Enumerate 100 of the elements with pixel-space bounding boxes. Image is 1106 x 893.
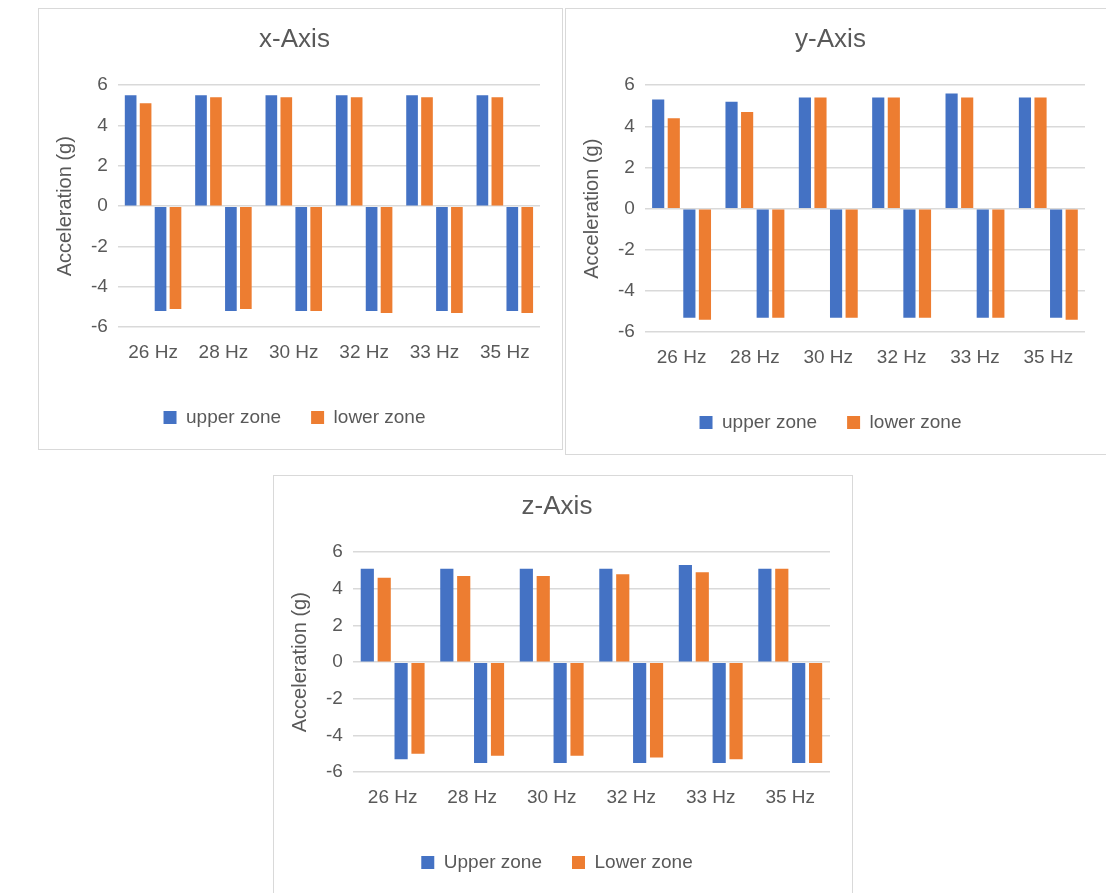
bar bbox=[649, 662, 664, 758]
bar bbox=[536, 576, 550, 662]
bar bbox=[519, 568, 533, 662]
y-tick-label: -4 bbox=[325, 723, 344, 745]
y-tick-label: -4 bbox=[617, 279, 636, 301]
legend-label: lower zone bbox=[333, 405, 426, 427]
y-axis-title: Acceleration (g) bbox=[287, 592, 310, 733]
bar bbox=[280, 97, 293, 206]
x-tick-label: 35 Hz bbox=[1023, 345, 1074, 367]
legend-label: lower zone bbox=[869, 410, 962, 432]
y-tick-label: -6 bbox=[325, 760, 343, 782]
legend-label: Upper zone bbox=[443, 850, 543, 872]
bar bbox=[741, 111, 754, 208]
bar bbox=[712, 662, 726, 764]
bar bbox=[474, 662, 488, 764]
bar bbox=[1034, 97, 1047, 208]
bar bbox=[169, 206, 182, 310]
bar bbox=[918, 209, 932, 318]
bar bbox=[667, 118, 680, 208]
bar bbox=[360, 568, 374, 662]
x-tick-label: 30 Hz bbox=[803, 345, 854, 367]
y-tick-label: -2 bbox=[90, 234, 108, 256]
bar bbox=[377, 577, 391, 662]
x-tick-label: 28 Hz bbox=[198, 340, 249, 362]
y-tick-label: -2 bbox=[617, 238, 635, 260]
bar bbox=[491, 97, 504, 206]
bar bbox=[506, 206, 519, 312]
y-tick-label: 4 bbox=[332, 577, 344, 599]
bar bbox=[903, 209, 916, 318]
x-tick-label: 30 Hz bbox=[268, 340, 319, 362]
y-tick-label: 2 bbox=[97, 154, 108, 176]
y-tick-label: 4 bbox=[624, 114, 636, 136]
y-tick-label: -6 bbox=[617, 320, 635, 342]
bar bbox=[695, 572, 709, 662]
x-tick-label: 26 Hz bbox=[128, 340, 178, 362]
bar bbox=[310, 206, 323, 312]
bar bbox=[350, 97, 363, 206]
bar bbox=[406, 95, 418, 206]
bar bbox=[365, 206, 378, 312]
bar bbox=[814, 97, 827, 208]
bar bbox=[887, 97, 900, 208]
bar bbox=[633, 662, 647, 764]
bar bbox=[490, 662, 505, 756]
bar bbox=[436, 206, 448, 312]
bar bbox=[758, 568, 772, 662]
x-tick-label: 26 Hz bbox=[656, 345, 707, 367]
bar bbox=[1050, 209, 1063, 318]
legend-label: upper zone bbox=[722, 410, 818, 432]
x-tick-label: 33 Hz bbox=[950, 345, 1000, 367]
y-tick-label: 2 bbox=[624, 155, 635, 177]
bar bbox=[845, 209, 858, 318]
bar bbox=[411, 662, 425, 754]
bar bbox=[380, 206, 393, 314]
chart-title: y-Axis bbox=[795, 22, 866, 53]
bar bbox=[775, 568, 789, 662]
bar bbox=[678, 565, 692, 662]
bar bbox=[457, 576, 471, 662]
x-tick-label: 26 Hz bbox=[367, 785, 418, 807]
bar bbox=[652, 99, 665, 208]
bar bbox=[792, 662, 806, 764]
y-tick-label: 6 bbox=[624, 73, 635, 95]
bar bbox=[240, 206, 252, 310]
legend-label: upper zone bbox=[186, 405, 282, 427]
bar bbox=[139, 103, 152, 206]
bar bbox=[683, 209, 696, 318]
bar bbox=[335, 95, 348, 206]
bar bbox=[210, 97, 222, 206]
bar bbox=[553, 662, 567, 764]
bar bbox=[124, 95, 137, 206]
bar bbox=[756, 209, 769, 318]
x-tick-label: 35 Hz bbox=[480, 340, 530, 362]
bar bbox=[829, 209, 843, 318]
bar bbox=[195, 95, 207, 206]
bar bbox=[570, 662, 584, 756]
bar bbox=[295, 206, 308, 312]
x-tick-label: 32 Hz bbox=[606, 785, 657, 807]
x-tick-label: 28 Hz bbox=[447, 785, 497, 807]
bar bbox=[698, 209, 712, 320]
bar bbox=[265, 95, 278, 206]
bar bbox=[421, 97, 433, 206]
x-tick-label: 30 Hz bbox=[526, 785, 577, 807]
bar bbox=[1018, 97, 1032, 208]
bar bbox=[809, 662, 823, 764]
chart-title: z-Axis bbox=[521, 489, 593, 520]
x-tick-label: 33 Hz bbox=[685, 785, 736, 807]
bar bbox=[945, 93, 958, 208]
y-axis-title: Acceleration (g) bbox=[579, 138, 602, 279]
bar bbox=[798, 97, 811, 208]
bar bbox=[599, 568, 613, 662]
y-tick-label: -6 bbox=[90, 315, 108, 337]
bar bbox=[451, 206, 463, 314]
y-tick-label: -4 bbox=[90, 275, 109, 297]
y-tick-label: 0 bbox=[332, 650, 343, 672]
bar bbox=[992, 209, 1005, 318]
y-tick-label: 6 bbox=[332, 540, 343, 562]
bar bbox=[872, 97, 885, 208]
y-tick-label: 2 bbox=[332, 613, 343, 635]
bar bbox=[394, 662, 408, 760]
bar bbox=[616, 574, 630, 662]
bar bbox=[772, 209, 785, 318]
